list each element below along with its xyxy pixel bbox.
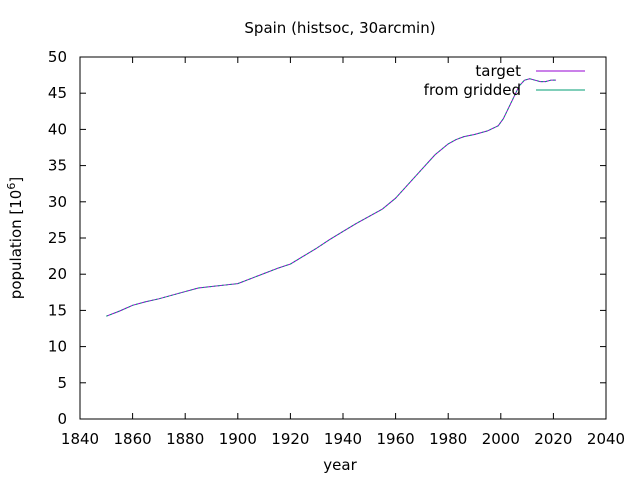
x-tick-label: 1960: [377, 430, 415, 448]
legend-entry-from-gridded: from gridded: [424, 81, 585, 99]
y-axis: 0 5 10 15 20 25 30 35 40 45 50: [48, 48, 606, 428]
chart-title: Spain (histsoc, 30arcmin): [244, 19, 435, 37]
x-tick-label: 1880: [166, 430, 204, 448]
y-tick-label: 35: [48, 157, 67, 175]
y-tick-label: 0: [57, 410, 67, 428]
y-tick-label: 10: [48, 338, 67, 356]
x-tick-label: 1860: [114, 430, 152, 448]
y-tick-label: 15: [48, 301, 67, 319]
x-tick-label: 2040: [587, 430, 625, 448]
y-tick-label: 5: [57, 374, 67, 392]
y-tick-label: 25: [48, 229, 67, 247]
legend-entry-target: target: [475, 62, 585, 80]
plot-area: 1840 1860 1880 1900 1920 1940 1960 1980 2000 2020…: [48, 48, 625, 448]
y-tick-label: 30: [48, 193, 67, 211]
x-tick-label: 1940: [324, 430, 362, 448]
y-axis-label-main: population [10: [7, 190, 25, 300]
x-tick-label: 1980: [429, 430, 467, 448]
y-tick-label: 50: [48, 48, 67, 66]
y-axis-label-superscript: 6: [5, 183, 18, 190]
y-tick-label: 45: [48, 84, 67, 102]
series-group: [106, 78, 557, 317]
legend: target from gridded: [424, 62, 585, 99]
y-tick-label: 40: [48, 120, 67, 138]
x-axis-label: year: [323, 456, 357, 474]
y-tick-label: 20: [48, 265, 67, 283]
x-axis: 1840 1860 1880 1900 1920 1940 1960 1980 2000 2020…: [61, 57, 625, 448]
x-tick-label: 1900: [219, 430, 257, 448]
y-axis-label: population [106]: [5, 177, 25, 299]
x-tick-label: 1920: [271, 430, 309, 448]
series-line-from-gridded: [106, 78, 557, 317]
legend-label-from-gridded: from gridded: [424, 81, 521, 99]
x-tick-label: 2020: [534, 430, 572, 448]
y-axis-label-suffix: ]: [7, 177, 25, 183]
legend-label-target: target: [475, 62, 521, 80]
series-line-target: [106, 78, 557, 317]
x-tick-label: 1840: [61, 430, 99, 448]
x-tick-label: 2000: [482, 430, 520, 448]
plot-frame: [79, 56, 607, 420]
